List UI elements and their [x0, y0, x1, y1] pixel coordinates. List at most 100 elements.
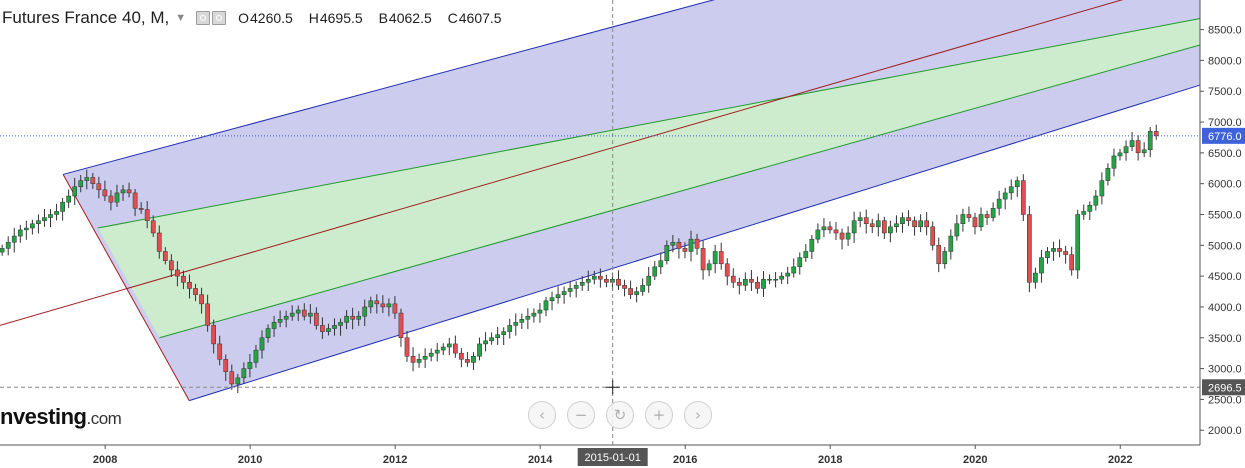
scroll-left-button[interactable]: ‹ — [528, 401, 556, 429]
candle-body — [567, 288, 573, 292]
camera-icon[interactable] — [212, 11, 227, 25]
candle-body — [175, 269, 180, 277]
candle-body — [839, 232, 845, 240]
candle-body — [295, 309, 301, 314]
y-tick-label: 6000.0 — [1208, 179, 1242, 191]
candle-body — [446, 343, 452, 348]
candle-body — [900, 217, 905, 224]
candle-body — [416, 359, 422, 363]
candle-body — [755, 282, 760, 289]
candle-body — [344, 315, 349, 323]
candle-body — [126, 189, 132, 194]
candle-body — [495, 334, 500, 339]
candle-body — [54, 211, 59, 215]
candle-body — [277, 319, 283, 323]
candle-body — [863, 217, 869, 224]
candle-body — [1075, 214, 1081, 271]
crosshair-price-badge — [1202, 379, 1245, 396]
candle-body — [187, 282, 192, 289]
candle-body — [17, 229, 23, 237]
candle-body — [241, 368, 247, 379]
reset-button[interactable]: ↻ — [606, 401, 634, 429]
median-line — [0, 0, 1124, 326]
candle-body — [362, 306, 368, 317]
scroll-right-button[interactable]: › — [684, 401, 712, 429]
candle-body — [138, 208, 144, 210]
candle-body — [924, 220, 929, 228]
candle-body — [628, 288, 633, 295]
last-price-label: 6776.0 — [1208, 131, 1242, 143]
candle-body — [585, 278, 591, 283]
x-tick-label: 2008 — [93, 454, 117, 466]
candle-body — [591, 275, 597, 280]
crosshair-price-label: 2696.5 — [1208, 382, 1242, 394]
candle-body — [211, 325, 217, 345]
candle-body — [990, 208, 996, 218]
candle-body — [912, 220, 917, 228]
candle-body — [422, 355, 428, 360]
candle-body — [882, 220, 887, 234]
candle-body — [549, 297, 555, 302]
logo-domain: .com — [86, 409, 122, 428]
y-tick-label: 6500.0 — [1208, 148, 1242, 160]
candle-body — [1153, 131, 1159, 137]
candle-body — [428, 352, 434, 357]
zoom-out-button[interactable]: − — [567, 401, 595, 429]
candle-body — [60, 201, 65, 212]
candle-body — [894, 223, 899, 228]
candle-body — [338, 322, 343, 326]
candle-body — [301, 309, 307, 317]
candle-body — [483, 340, 488, 345]
candle-body — [845, 232, 851, 240]
candle-body — [960, 214, 966, 224]
candle-body — [1063, 251, 1068, 255]
high-value: 4695.5 — [319, 10, 363, 26]
candle-body — [676, 241, 682, 249]
high-key: H — [308, 10, 319, 26]
candle-body — [875, 220, 881, 228]
candle-body — [851, 220, 857, 234]
candle-body — [616, 278, 621, 286]
candle-body — [247, 362, 253, 369]
candle-body — [332, 325, 337, 329]
close-value: 4607.5 — [458, 10, 502, 26]
candle-body — [1033, 272, 1038, 283]
candle-body — [90, 177, 96, 184]
candle-body — [640, 285, 646, 292]
zoom-in-button[interactable]: + — [645, 401, 673, 429]
candle-body — [1081, 211, 1087, 215]
pitchfork-handle — [62, 174, 190, 401]
chart-navigation: ‹ − ↻ + › — [528, 401, 723, 429]
candle-body — [477, 343, 482, 357]
candle-body — [791, 266, 797, 274]
candle-body — [888, 226, 893, 234]
candle-body — [169, 260, 174, 271]
candle-body — [694, 238, 700, 249]
candle-body — [108, 195, 114, 203]
candle-body — [634, 291, 639, 295]
y-tick-label: 8000.0 — [1208, 55, 1242, 67]
candle-body — [507, 325, 513, 332]
candle-body — [1002, 192, 1008, 200]
x-tick-label: 2016 — [673, 454, 697, 466]
candle-body — [1111, 155, 1117, 169]
candle-body — [1135, 140, 1141, 154]
chevron-down-icon[interactable]: ▼ — [175, 12, 187, 24]
candle-body — [314, 312, 319, 326]
candle-body — [749, 278, 754, 283]
candle-body — [465, 359, 470, 363]
candle-body — [531, 312, 537, 317]
upper-channel-line — [62, 0, 716, 175]
x-tick-label: 2014 — [528, 454, 553, 466]
candle-body — [537, 309, 543, 314]
y-tick-label: 8500.0 — [1208, 25, 1242, 37]
candle-body — [150, 220, 156, 234]
candle-body — [652, 266, 658, 277]
candle-body — [440, 346, 446, 351]
candle-body — [392, 303, 398, 314]
instrument-title: Futures France 40, M, — [2, 8, 170, 27]
candle-body — [833, 229, 839, 234]
candle-body — [1129, 140, 1135, 147]
settings-icon[interactable] — [196, 11, 211, 25]
